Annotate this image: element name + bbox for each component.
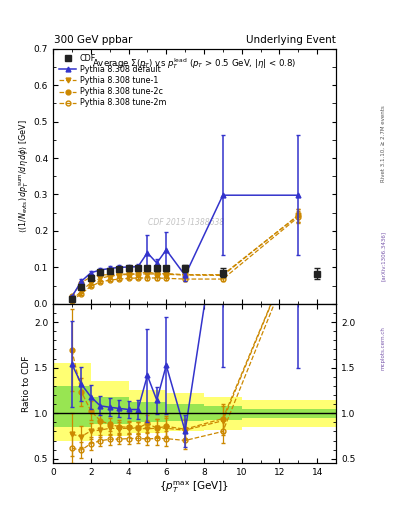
Text: Underlying Event: Underlying Event: [246, 35, 336, 45]
Text: mcplots.cern.ch: mcplots.cern.ch: [381, 326, 386, 370]
Text: CDF 2015 I1388638: CDF 2015 I1388638: [148, 218, 224, 227]
Y-axis label: Ratio to CDF: Ratio to CDF: [22, 355, 31, 412]
Text: 300 GeV ppbar: 300 GeV ppbar: [54, 35, 132, 45]
Text: Average $\Sigma(p_T)$ vs $p_T^{\rm lead}$ ($p_T$ > 0.5 GeV, $|\eta|$ < 0.8): Average $\Sigma(p_T)$ vs $p_T^{\rm lead}…: [92, 56, 297, 71]
Text: Rivet 3.1.10, ≥ 2.7M events: Rivet 3.1.10, ≥ 2.7M events: [381, 105, 386, 182]
Text: [arXiv:1306.3436]: [arXiv:1306.3436]: [381, 231, 386, 281]
Legend: CDF, Pythia 8.308 default, Pythia 8.308 tune-1, Pythia 8.308 tune-2c, Pythia 8.3: CDF, Pythia 8.308 default, Pythia 8.308 …: [55, 51, 169, 111]
Y-axis label: $\langle(1/N_{\rm evts})\,dp_T^{\rm sum}/d\eta\,d\phi\rangle$ [GeV]: $\langle(1/N_{\rm evts})\,dp_T^{\rm sum}…: [18, 119, 31, 233]
X-axis label: $\{p_T^{\rm max}\ [\rm GeV]\}$: $\{p_T^{\rm max}\ [\rm GeV]\}$: [160, 480, 230, 496]
